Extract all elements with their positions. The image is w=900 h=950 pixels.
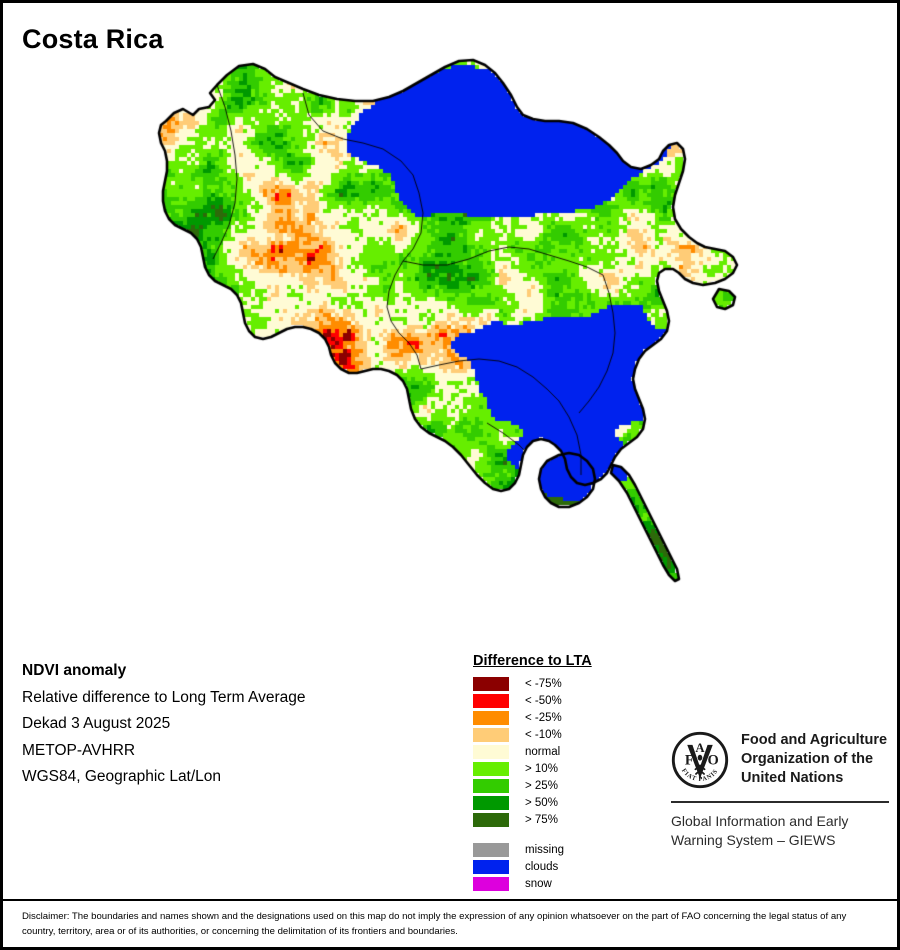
legend-label-missing: missing <box>525 843 564 856</box>
map-figure <box>3 53 897 633</box>
legend-label-lt-10: < -10% <box>525 728 562 741</box>
svg-text:A: A <box>695 741 705 755</box>
legend-swatch-gt-25 <box>473 778 509 793</box>
legend-label-gt-50: > 50% <box>525 796 558 809</box>
svg-text:O: O <box>708 753 719 769</box>
legend-label-lt-50: < -50% <box>525 694 562 707</box>
legend-label-gt-75: > 75% <box>525 813 558 826</box>
fao-org-line-2: Organization of the <box>741 751 874 767</box>
disclaimer-divider <box>3 899 897 901</box>
legend-swatch-lt-10 <box>473 727 509 742</box>
legend-label-clouds: clouds <box>525 860 559 873</box>
info-line-projection: WGS84, Geographic Lat/Lon <box>22 768 222 785</box>
legend-swatch-clouds <box>473 859 509 874</box>
legend-item-clouds: clouds <box>473 858 653 875</box>
legend-item-snow: snow <box>473 875 653 892</box>
info-line-relative-difference: Relative difference to Long Term Average <box>22 688 306 706</box>
giews-name: Global Information and Early Warning Sys… <box>671 812 893 850</box>
giews-line-2: Warning System – GIEWS <box>671 832 836 848</box>
page-title: Costa Rica <box>22 24 164 54</box>
legend-label-lt-75: < -75% <box>525 677 562 690</box>
legend-swatch-gt-10 <box>473 761 509 776</box>
legend-label-gt-10: > 10% <box>525 762 558 775</box>
legend-swatch-lt-50 <box>473 693 509 708</box>
legend: Difference to LTA < -75% < -50% < -25% <… <box>473 653 653 892</box>
disclaimer-text: Disclaimer: The boundaries and names sho… <box>22 911 847 937</box>
legend-swatch-lt-75 <box>473 676 509 691</box>
fao-header-row: F A O FIAT PANIS Food and Agriculture Or… <box>671 731 893 789</box>
legend-label-gt-25: > 25% <box>525 779 558 792</box>
legend-item-gt-25: > 25% <box>473 777 653 794</box>
legend-swatch-snow <box>473 876 509 891</box>
legend-item-lt-75: < -75% <box>473 675 653 692</box>
legend-item-lt-50: < -50% <box>473 692 653 709</box>
fao-org-line-3: United Nations <box>741 770 844 786</box>
info-line-dekad: Dekad 3 August 2025 <box>22 715 171 732</box>
legend-swatch-lt-25 <box>473 710 509 725</box>
info-line-sensor: METOP-AVHRR <box>22 741 136 759</box>
legend-label-normal: normal <box>525 745 561 758</box>
legend-heading: Difference to LTA <box>473 653 592 669</box>
legend-swatch-gt-50 <box>473 795 509 810</box>
fao-organization-name: Food and Agriculture Organization of the… <box>741 731 887 788</box>
legend-item-gt-75: > 75% <box>473 811 653 828</box>
legend-item-missing: missing <box>473 841 653 858</box>
info-line-ndvi-anomaly: NDVI anomaly <box>22 662 127 679</box>
legend-swatch-missing <box>473 842 509 857</box>
legend-swatch-normal <box>473 744 509 759</box>
legend-item-gt-10: > 10% <box>473 760 653 777</box>
svg-text:F: F <box>685 753 694 769</box>
legend-swatch-gt-75 <box>473 812 509 827</box>
map-info-block: NDVI anomaly Relative difference to Long… <box>22 658 442 791</box>
fao-branding-block: F A O FIAT PANIS Food and Agriculture Or… <box>671 731 893 850</box>
legend-item-gt-50: > 50% <box>473 794 653 811</box>
ndvi-anomaly-raster-map <box>3 53 897 633</box>
giews-line-1: Global Information and Early <box>671 813 849 829</box>
legend-label-snow: snow <box>525 877 552 890</box>
fao-org-line-1: Food and Agriculture <box>741 732 888 748</box>
legend-label-lt-25: < -25% <box>525 711 562 724</box>
fao-divider <box>671 801 889 803</box>
legend-item-normal: normal <box>473 743 653 760</box>
legend-item-lt-25: < -25% <box>473 709 653 726</box>
legend-spacer <box>473 828 653 841</box>
fao-logo-icon: F A O FIAT PANIS <box>671 731 729 789</box>
legend-item-lt-10: < -10% <box>473 726 653 743</box>
